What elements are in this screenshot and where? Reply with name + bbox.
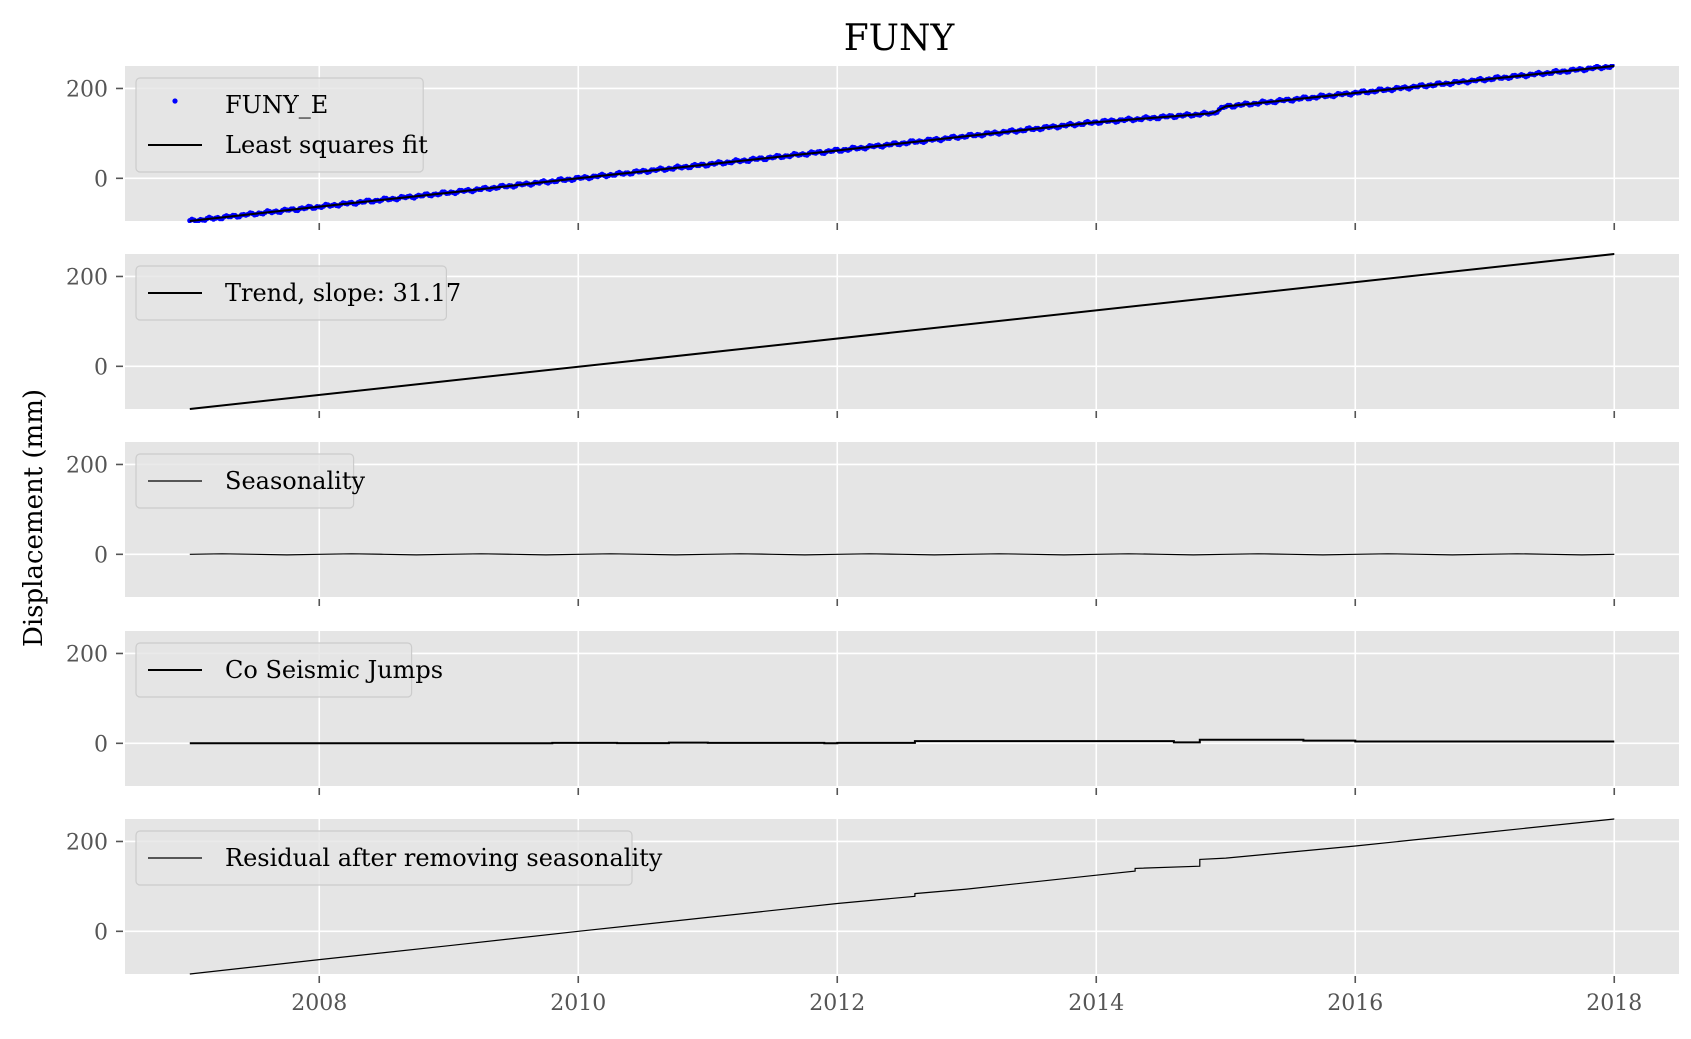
panel-1: 0 200 FUNY_E Least squares fit (66, 64, 1679, 230)
y-tick-label: 200 (66, 265, 108, 290)
legend-marker (172, 98, 178, 104)
plot-background (125, 442, 1679, 597)
y-tick-label: 0 (94, 167, 108, 192)
panel-data (187, 64, 1615, 223)
x-tick-label: 2016 (1327, 991, 1383, 1016)
legend-box (135, 453, 355, 509)
y-axis-label: Displacement (mm) (19, 389, 49, 647)
legend-label: Trend, slope: 31.17 (225, 279, 461, 307)
legend-box (135, 830, 633, 886)
legend-label: Least squares fit (225, 131, 428, 159)
legend-label: Co Seismic Jumps (225, 656, 443, 684)
x-tick-label: 2008 (291, 991, 347, 1016)
y-tick-label: 200 (66, 453, 108, 478)
panel-2: 0 200 Trend, slope: 31.17 (66, 253, 1679, 418)
panel-3: 0 200 Seasonality (66, 442, 1679, 606)
legend-label: FUNY_E (225, 91, 328, 119)
legend-box (135, 265, 447, 321)
x-tick-label: 2014 (1068, 991, 1124, 1016)
panel-data (189, 553, 1615, 556)
y-tick-label: 0 (94, 543, 108, 568)
y-tick-label: 200 (66, 77, 108, 102)
y-tick-label: 0 (94, 355, 108, 380)
series-line (189, 253, 1615, 410)
series-line (189, 818, 1615, 975)
panel-5: 2008 2010 2012 2014 2016 2018 0 200 Residual aft… (66, 818, 1679, 1016)
legend-label: Seasonality (225, 467, 365, 495)
panel-data (189, 253, 1615, 410)
legend-box (135, 77, 424, 173)
panel-4: 0 200 Co Seismic Jumps (66, 631, 1679, 795)
series-line (189, 553, 1615, 556)
chart-title: FUNY (844, 18, 956, 59)
y-tick-label: 200 (66, 642, 108, 667)
legend-label: Residual after removing seasonality (225, 844, 663, 872)
x-tick-label: 2018 (1586, 991, 1642, 1016)
series-line (189, 65, 1615, 222)
series-line (189, 738, 1615, 745)
x-tick-label: 2010 (550, 991, 606, 1016)
y-tick-label: 0 (94, 920, 108, 945)
legend-box (135, 642, 413, 698)
panel-data (189, 738, 1615, 745)
x-tick-label: 2012 (809, 991, 865, 1016)
y-tick-label: 0 (94, 732, 108, 757)
y-tick-label: 200 (66, 830, 108, 855)
panel-data (189, 818, 1615, 975)
